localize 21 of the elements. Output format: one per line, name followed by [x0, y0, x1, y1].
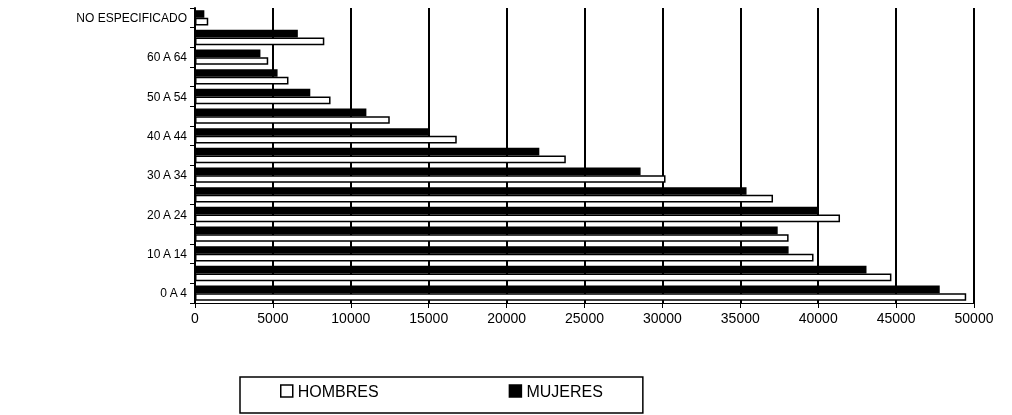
- y-tick-label: 10 A 14: [146, 246, 188, 261]
- legend-label: HOMBRES: [297, 382, 379, 400]
- x-tick-label: 45000: [876, 310, 916, 326]
- x-tick-label: 25000: [565, 310, 605, 326]
- x-tick-label: 15000: [409, 310, 449, 326]
- x-tick-label: 35000: [720, 310, 760, 326]
- x-tick-label: 0: [191, 310, 200, 326]
- x-tick-label: 40000: [798, 310, 838, 326]
- y-tick-label: 50 A 54: [146, 89, 188, 104]
- x-tick-label: 30000: [642, 310, 683, 326]
- y-tick-label: NO ESPECIFICADO: [76, 10, 187, 25]
- x-tick-label: 50000: [954, 310, 994, 326]
- y-tick-label: 40 A 44: [146, 128, 188, 143]
- y-tick-label: 30 A 34: [146, 168, 188, 183]
- y-tick-label: 20 A 24: [146, 207, 188, 222]
- x-tick-label: 20000: [487, 310, 527, 326]
- y-tick-label: 60 A 64: [146, 50, 188, 65]
- x-tick-label: 5000: [257, 310, 289, 326]
- legend-label: MUJERES: [526, 382, 603, 400]
- x-tick-label: 10000: [331, 310, 371, 326]
- y-tick-label: 0 A 4: [160, 286, 188, 301]
